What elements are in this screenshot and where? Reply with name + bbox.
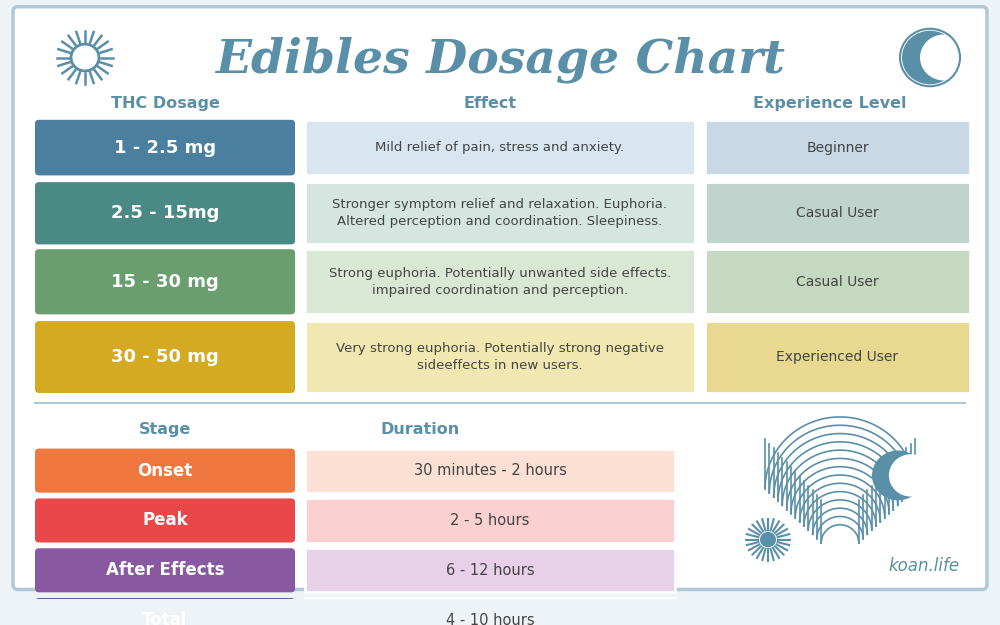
Text: Onset: Onset [137,462,193,479]
FancyBboxPatch shape [35,598,295,625]
Text: Peak: Peak [142,511,188,529]
Text: Casual User: Casual User [796,275,879,289]
FancyBboxPatch shape [305,249,695,314]
FancyBboxPatch shape [35,120,295,176]
Text: Strong euphoria. Potentially unwanted side effects.
impaired coordination and pe: Strong euphoria. Potentially unwanted si… [329,267,671,297]
Circle shape [920,34,968,81]
FancyBboxPatch shape [305,498,675,542]
Text: Effect: Effect [463,96,517,111]
FancyBboxPatch shape [35,449,295,493]
Text: koan.life: koan.life [889,557,960,575]
Text: Experience Level: Experience Level [753,96,907,111]
FancyBboxPatch shape [305,449,675,493]
Text: 30 minutes - 2 hours: 30 minutes - 2 hours [414,463,566,478]
Text: 15 - 30 mg: 15 - 30 mg [111,272,219,291]
FancyBboxPatch shape [305,548,675,592]
Text: Beginner: Beginner [806,141,869,154]
FancyBboxPatch shape [305,321,695,393]
Circle shape [872,451,924,501]
FancyBboxPatch shape [13,7,987,589]
Text: 2.5 - 15mg: 2.5 - 15mg [111,204,219,222]
Text: 4 - 10 hours: 4 - 10 hours [446,612,534,625]
Text: Very strong euphoria. Potentially strong negative
sideeffects in new users.: Very strong euphoria. Potentially strong… [336,342,664,372]
Text: Casual User: Casual User [796,206,879,220]
Text: 6 - 12 hours: 6 - 12 hours [446,562,534,578]
FancyBboxPatch shape [35,249,295,314]
FancyBboxPatch shape [35,182,295,244]
Text: Duration: Duration [380,422,460,437]
Text: 2 - 5 hours: 2 - 5 hours [450,513,530,528]
Text: THC Dosage: THC Dosage [111,96,219,111]
Text: Experienced User: Experienced User [776,350,899,364]
FancyBboxPatch shape [705,249,970,314]
FancyBboxPatch shape [35,498,295,542]
FancyBboxPatch shape [35,548,295,592]
FancyBboxPatch shape [705,182,970,244]
Text: Stronger symptom relief and relaxation. Euphoria.
Altered perception and coordin: Stronger symptom relief and relaxation. … [332,198,668,228]
Text: Stage: Stage [139,422,191,437]
FancyBboxPatch shape [305,598,675,625]
Circle shape [902,31,958,84]
FancyBboxPatch shape [35,321,295,393]
Circle shape [889,454,933,497]
Text: 1 - 2.5 mg: 1 - 2.5 mg [114,139,216,157]
FancyBboxPatch shape [705,120,970,176]
FancyBboxPatch shape [305,120,695,176]
Text: Edibles Dosage Chart: Edibles Dosage Chart [215,36,785,82]
Text: Total: Total [142,611,188,625]
FancyBboxPatch shape [305,182,695,244]
Text: Mild relief of pain, stress and anxiety.: Mild relief of pain, stress and anxiety. [375,141,625,154]
FancyBboxPatch shape [705,321,970,393]
Circle shape [760,532,776,548]
Text: 30 - 50 mg: 30 - 50 mg [111,348,219,366]
Text: After Effects: After Effects [106,561,224,579]
